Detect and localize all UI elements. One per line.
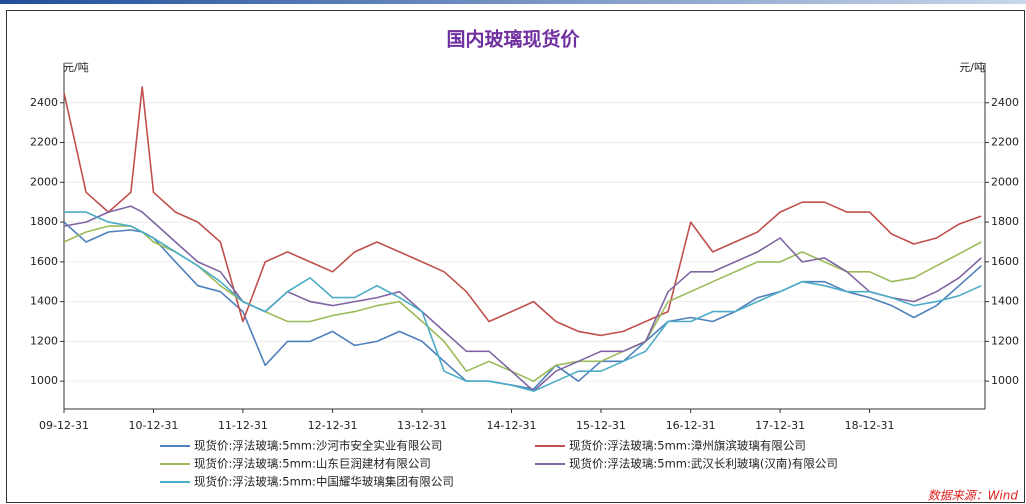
source-note: 数据来源：Wind [928,489,1019,503]
top-band [0,0,1026,4]
y-axis-label: 元/吨 [63,61,89,74]
y2-tick-label: 2400 [991,96,1019,109]
legend-label: 现货价:浮法玻璃:5mm:中国耀华玻璃集团有限公司 [194,475,454,489]
frame [6,10,1025,503]
y2-tick-label: 1800 [991,215,1019,228]
x-tick-label: 12-12-31 [308,419,358,432]
y-tick-label: 1600 [30,255,58,268]
legend-label: 现货价:浮法玻璃:5mm:漳州旗滨玻璃有限公司 [569,439,806,453]
x-tick-label: 15-12-31 [576,419,626,432]
y2-axis-label: 元/吨 [959,61,985,74]
x-tick-label: 16-12-31 [666,419,716,432]
legend-label: 现货价:浮法玻璃:5mm:山东巨润建材有限公司 [194,457,431,471]
x-tick-label: 10-12-31 [128,419,178,432]
x-tick-label: 14-12-31 [487,419,537,432]
y2-tick-label: 1000 [991,374,1019,387]
y-tick-label: 2400 [30,96,58,109]
y-tick-label: 1000 [30,374,58,387]
y-tick-label: 1800 [30,215,58,228]
y-tick-label: 1400 [30,295,58,308]
legend-label: 现货价:浮法玻璃:5mm:武汉长利玻璃(汉南)有限公司 [569,457,838,471]
y-tick-label: 2000 [30,175,58,188]
series-line [64,211,982,392]
x-tick-label: 17-12-31 [755,419,805,432]
y-tick-label: 2200 [30,136,58,149]
x-tick-label: 18-12-31 [845,419,895,432]
series-line [63,221,982,390]
x-tick-label: 13-12-31 [397,419,447,432]
series-line [63,205,982,392]
y2-tick-label: 1400 [991,295,1019,308]
legend-label: 现货价:浮法玻璃:5mm:沙河市安全实业有限公司 [194,439,442,453]
y2-tick-label: 1200 [991,334,1019,347]
chart-title: 国内玻璃现货价 [446,28,580,51]
x-tick-label: 09-12-31 [39,419,89,432]
y-tick-label: 1200 [30,334,58,347]
x-tick-label: 11-12-31 [218,419,268,432]
series-line [63,225,982,382]
series-line [63,86,982,337]
y2-tick-label: 1600 [991,255,1019,268]
y2-tick-label: 2200 [991,136,1019,149]
y2-tick-label: 2000 [991,175,1019,188]
